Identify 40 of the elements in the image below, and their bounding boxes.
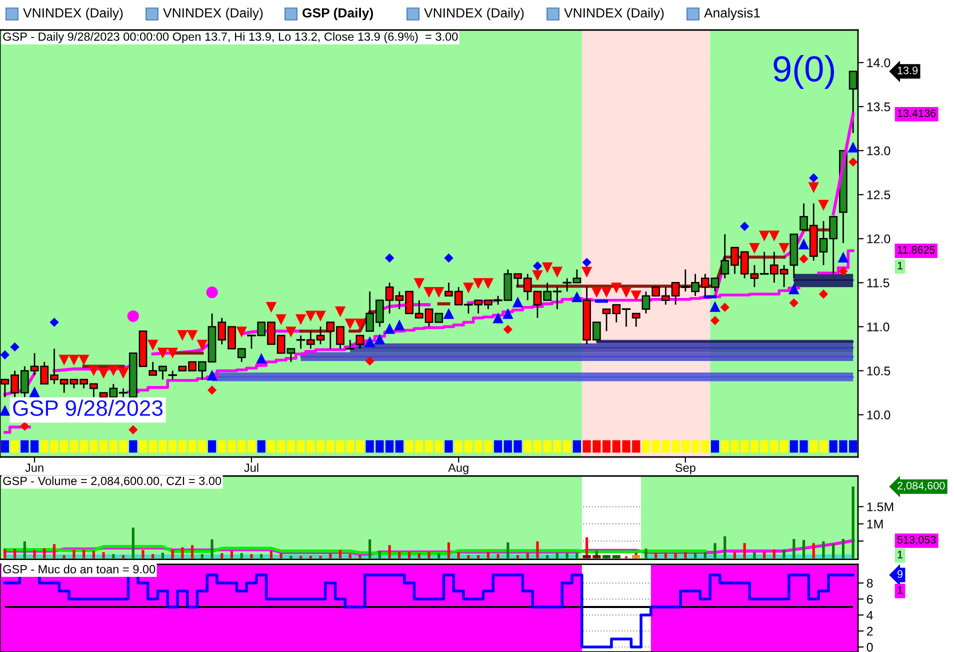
annotation: GSP 9/28/2023 (13, 400, 163, 416)
text: 11.8625 (898, 246, 935, 254)
chart-title: GSP - Muc do an toan = 9.00 (3, 564, 156, 574)
y-tick-label: 11.0 (867, 322, 890, 332)
text: VNINDEX (Daily) (564, 8, 664, 20)
text: 1 (898, 550, 902, 558)
y-tick-label: 14.0 (867, 58, 890, 68)
y-tick-label: 11.5 (867, 278, 890, 288)
x-tick-label: Jun (25, 464, 44, 472)
text: Analysis1 (704, 8, 760, 20)
y-tick-label: 8 (866, 578, 873, 588)
y-tick-label: 1M (867, 520, 883, 528)
y-tick-label: 1.5M (867, 502, 894, 512)
text: VNINDEX (Daily) (23, 8, 123, 20)
chart-title: GSP - Volume = 2,084,600.00, CZI = 3.00 (3, 476, 222, 486)
y-tick-label: 2 (866, 626, 873, 636)
text: VNINDEX (Daily) (163, 8, 263, 20)
x-tick-label: Jul (244, 463, 258, 472)
y-tick-label: 13.0 (867, 146, 890, 156)
text: VNINDEX (Daily) (424, 8, 524, 20)
text: 2,084,600 (898, 482, 945, 491)
text: 9 (898, 570, 903, 578)
text: 513,053 (897, 536, 936, 545)
annotation: 9(0) (774, 55, 834, 89)
y-tick-label: 0 (866, 642, 873, 652)
x-tick-label: Aug (448, 464, 468, 474)
y-tick-label: 10.0 (867, 410, 890, 420)
x-tick-label: Sep (675, 464, 696, 474)
text: 1 (898, 586, 902, 594)
y-tick-label: 12.0 (867, 234, 890, 244)
text: GSP (Daily) (302, 8, 373, 20)
chart-title: GSP - Daily 9/28/2023 00:00:00 Open 13.7, Hi 13.9, Lo 13.2, Close 13.9 (6.9%) = 3.00 (3, 32, 458, 44)
text: 13.9 (898, 66, 918, 74)
y-tick-label: 6 (866, 594, 873, 604)
text: 13.4136 (898, 109, 936, 118)
y-tick-label: 12.5 (867, 190, 890, 200)
y-tick-label: 4 (866, 610, 873, 620)
text: 1 (898, 262, 902, 270)
y-tick-label: 13.5 (867, 102, 890, 112)
y-tick-label: 10.5 (867, 366, 890, 376)
